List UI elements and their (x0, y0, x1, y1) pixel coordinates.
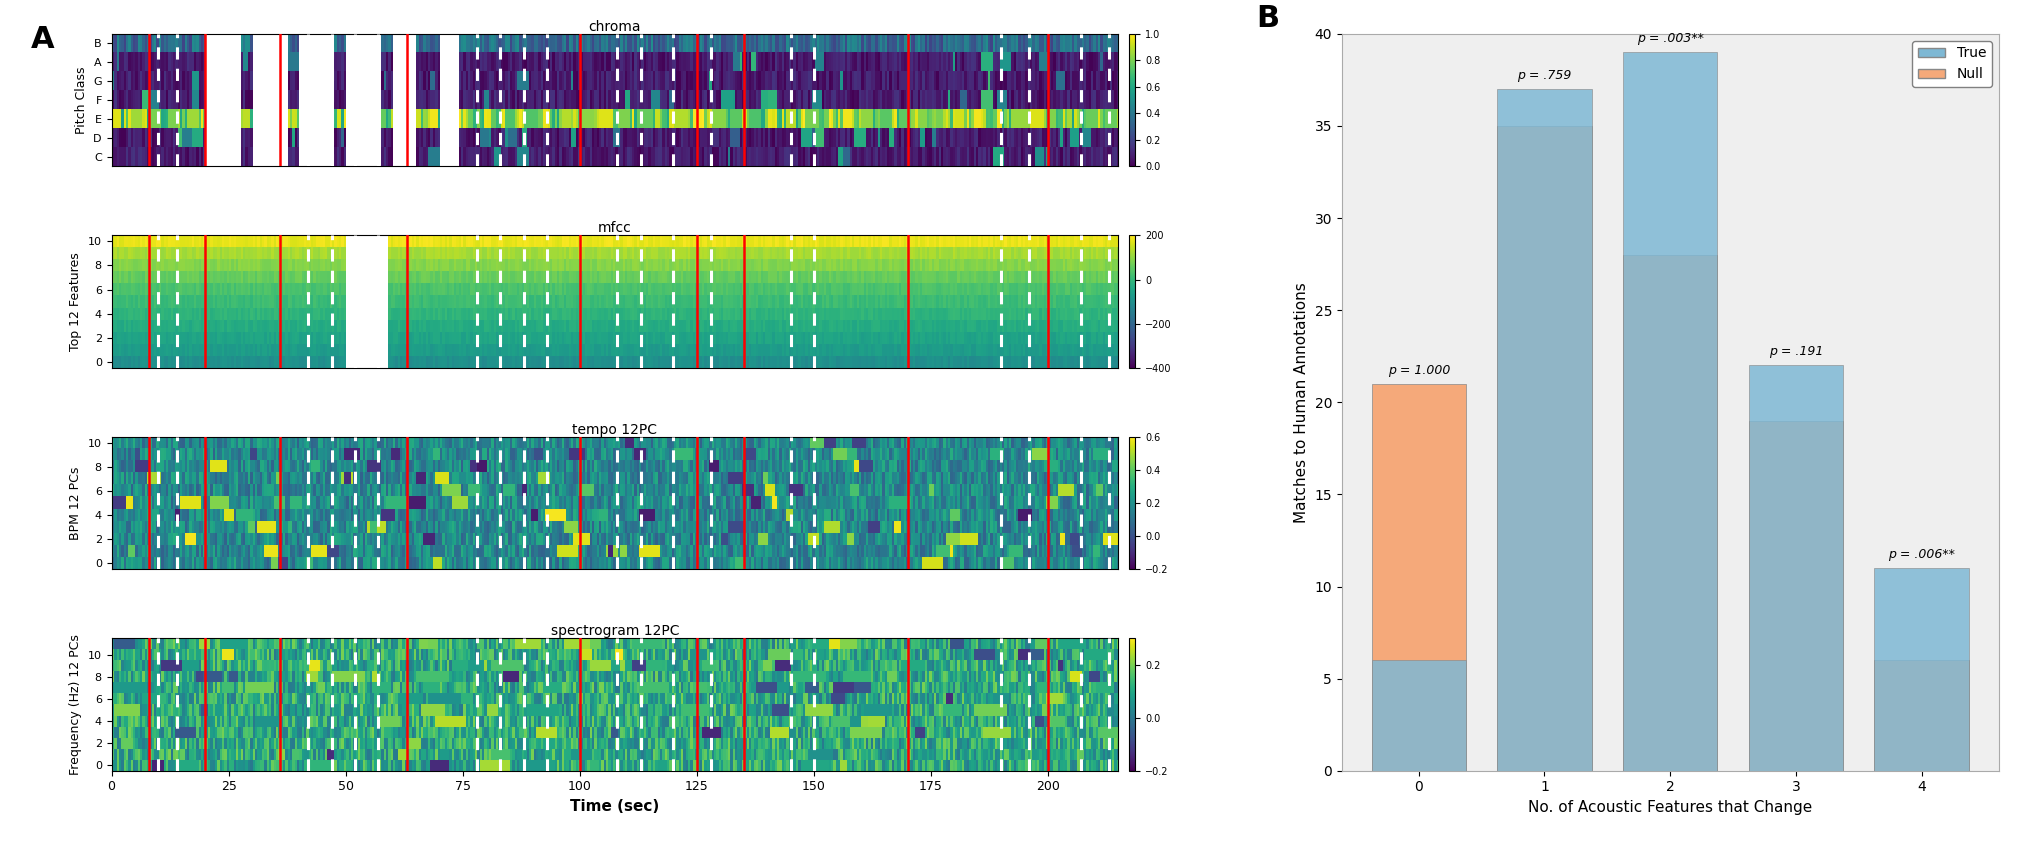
Title: tempo 12PC: tempo 12PC (572, 423, 657, 437)
Title: chroma: chroma (588, 19, 641, 34)
Bar (1623, 53, 1717, 771)
Bar (1497, 126, 1591, 771)
Bar (1497, 89, 1591, 771)
X-axis label: No. of Acoustic Features that Change: No. of Acoustic Features that Change (1528, 800, 1812, 815)
Bar (1372, 661, 1465, 771)
Bar (1749, 421, 1842, 771)
Bar (1875, 661, 1968, 771)
Text: B: B (1256, 4, 1280, 33)
Legend: True, Null: True, Null (1911, 41, 1992, 87)
Y-axis label: BPM 12 PCs: BPM 12 PCs (69, 467, 83, 540)
Title: spectrogram 12PC: spectrogram 12PC (550, 624, 680, 639)
Y-axis label: Frequency (Hz) 12 PCs: Frequency (Hz) 12 PCs (69, 634, 83, 775)
Text: p = .003**: p = .003** (1637, 32, 1704, 45)
Title: mfcc: mfcc (599, 221, 631, 235)
Text: p = 1.000: p = 1.000 (1388, 363, 1451, 377)
Text: A: A (30, 25, 55, 54)
Y-axis label: Matches to Human Annotations: Matches to Human Annotations (1295, 282, 1309, 523)
Bar (1875, 568, 1968, 771)
Bar (1749, 366, 1842, 771)
Y-axis label: Pitch Class: Pitch Class (75, 66, 87, 134)
Text: p = .191: p = .191 (1769, 345, 1822, 358)
Text: p = .759: p = .759 (1518, 69, 1572, 82)
Y-axis label: Top 12 Features: Top 12 Features (69, 252, 83, 351)
Bar (1623, 255, 1717, 771)
Text: p = .006**: p = .006** (1889, 548, 1956, 561)
Bar (1372, 384, 1465, 771)
X-axis label: Time (sec): Time (sec) (570, 799, 659, 814)
